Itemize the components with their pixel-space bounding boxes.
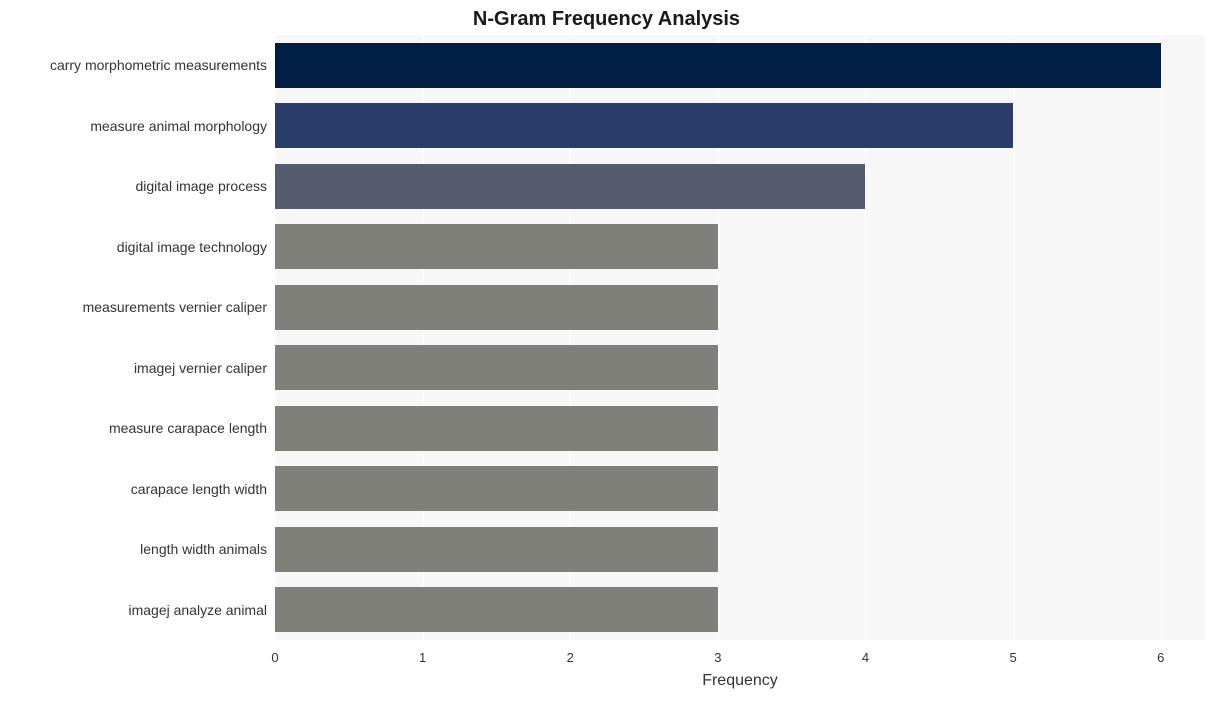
y-tick-label: measure carapace length [109, 420, 267, 436]
x-tick-label: 2 [567, 650, 574, 665]
y-tick-label: imagej vernier caliper [134, 360, 267, 376]
grid-line [1161, 35, 1162, 640]
y-tick-label: digital image technology [117, 239, 267, 255]
plot-area [275, 35, 1205, 640]
bar [275, 406, 718, 451]
x-tick-label: 6 [1157, 650, 1164, 665]
bar [275, 285, 718, 330]
x-tick-label: 4 [862, 650, 869, 665]
x-axis-label: Frequency [275, 672, 1205, 690]
grid-line [1013, 35, 1014, 640]
y-tick-label: imagej analyze animal [128, 602, 267, 618]
y-tick-label: measure animal morphology [90, 118, 267, 134]
bar [275, 527, 718, 572]
y-tick-label: carry morphometric measurements [50, 57, 267, 73]
bar [275, 587, 718, 632]
x-tick-label: 1 [419, 650, 426, 665]
bar [275, 164, 865, 209]
x-tick-label: 5 [1009, 650, 1016, 665]
x-tick-label: 0 [271, 650, 278, 665]
bar [275, 466, 718, 511]
bar [275, 345, 718, 390]
bar [275, 43, 1161, 88]
y-tick-label: length width animals [140, 541, 267, 557]
y-tick-label: carapace length width [131, 481, 267, 497]
x-tick-label: 3 [714, 650, 721, 665]
y-tick-label: digital image process [135, 178, 267, 194]
bar [275, 103, 1013, 148]
y-tick-label: measurements vernier caliper [83, 299, 267, 315]
chart-container: N-Gram Frequency Analysis Frequency carr… [0, 0, 1213, 701]
bar [275, 224, 718, 269]
chart-title: N-Gram Frequency Analysis [0, 8, 1213, 31]
